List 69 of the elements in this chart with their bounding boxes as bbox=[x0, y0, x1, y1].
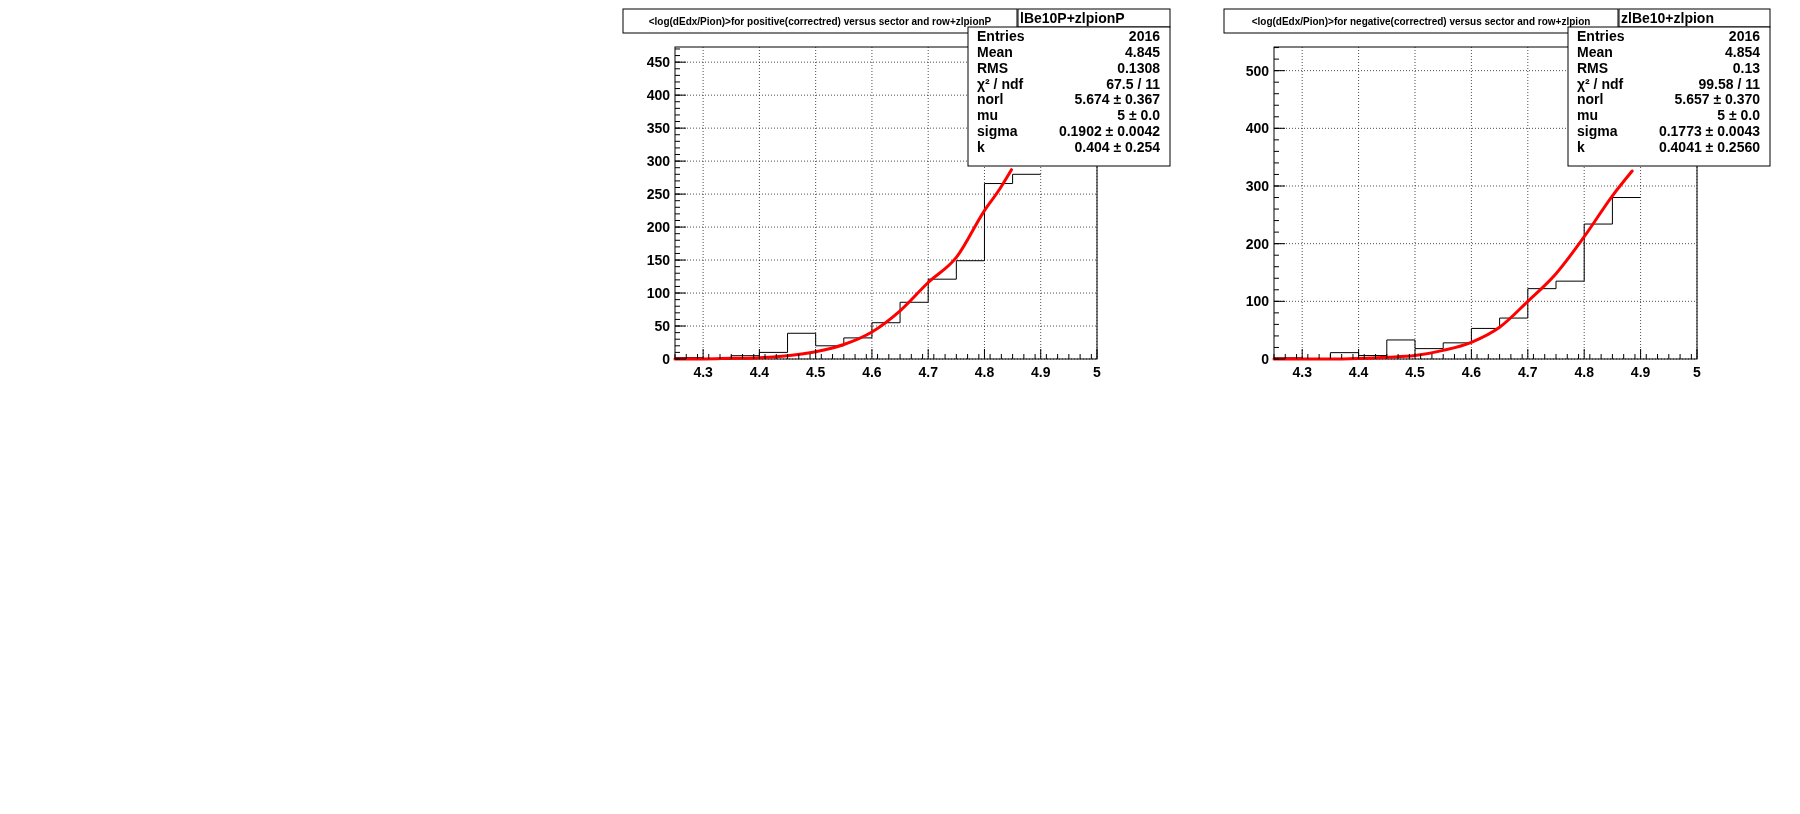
annotation: norl bbox=[1577, 91, 1604, 108]
annotation: mu bbox=[1577, 107, 1598, 124]
chart-subtitle: lBe10P+zlpionP bbox=[1020, 9, 1125, 26]
annotation: RMS bbox=[977, 59, 1009, 76]
x-tick-label: 4.3 bbox=[1292, 364, 1313, 380]
y-tick-label: 300 bbox=[646, 153, 671, 170]
x-tick-label: 4.6 bbox=[1461, 364, 1482, 380]
text: 5 ± 0.0 bbox=[1717, 107, 1761, 124]
x-tick-label: 4.8 bbox=[1574, 364, 1595, 380]
y-tick-label: 250 bbox=[646, 186, 671, 202]
y-tick-label: 50 bbox=[654, 317, 671, 334]
text: 0.1308 bbox=[1117, 59, 1161, 76]
text: 0.13 bbox=[1732, 59, 1761, 76]
x-tick-label: 5 bbox=[1693, 364, 1702, 380]
annotation: 5.674 ± 0.367 bbox=[1074, 91, 1161, 108]
text: 5 ± 0.0 bbox=[1117, 107, 1161, 124]
y-tick-label: 150 bbox=[646, 251, 671, 268]
x-tick-label: 4.9 bbox=[1031, 364, 1051, 380]
text: 99.58 / 11 bbox=[1698, 75, 1761, 92]
text: Entries bbox=[977, 27, 1025, 44]
annotation: sigma bbox=[1577, 123, 1618, 140]
annotation: sigma bbox=[977, 123, 1018, 140]
x-tick-label: 4.9 bbox=[1630, 364, 1651, 380]
annotation: 0.1902 ± 0.0042 bbox=[1058, 123, 1161, 140]
y-tick-label: 500 bbox=[1245, 62, 1270, 79]
y-tick-label: 400 bbox=[1245, 120, 1270, 137]
y-tick-label: 200 bbox=[646, 218, 671, 235]
annotation: Mean bbox=[977, 43, 1013, 60]
chart-title: <log(dEdx/Pion)>for negative(correctred) versus sector and row+zlpion bbox=[1251, 15, 1591, 27]
annotation: 0.1773 ± 0.0043 bbox=[1658, 123, 1761, 140]
x-tick-label: 4.5 bbox=[805, 364, 826, 380]
annotation: k bbox=[977, 139, 985, 156]
annotation: k bbox=[1577, 139, 1585, 156]
y-tick-label: 400 bbox=[646, 87, 671, 104]
x-tick-label: 4.4 bbox=[1348, 364, 1369, 380]
y-tick-label: 300 bbox=[1245, 177, 1270, 194]
x-tick-label: 5 bbox=[1093, 364, 1102, 380]
chart-subtitle: zlBe10+zlpion bbox=[1621, 9, 1714, 26]
annotation: Mean bbox=[1577, 43, 1613, 60]
annotation: χ² / ndf bbox=[1577, 75, 1624, 92]
annotation: mu bbox=[977, 107, 998, 124]
x-tick-label: 4.3 bbox=[693, 364, 714, 380]
y-tick-label: 350 bbox=[646, 120, 671, 137]
y-tick-label: 0 bbox=[662, 350, 671, 367]
chart-title: <log(dEdx/Pion)>for positive(correctred) versus sector and row+zlpionP bbox=[648, 15, 992, 27]
x-tick-label: 4.8 bbox=[974, 364, 995, 380]
x-tick-label: 4.5 bbox=[1405, 364, 1425, 380]
text: 4.854 bbox=[1724, 43, 1761, 60]
text: 67.5 / 11 bbox=[1106, 75, 1161, 92]
annotation: norl bbox=[977, 91, 1004, 108]
annotation: 0.404 ± 0.254 bbox=[1074, 139, 1161, 156]
x-tick-label: 4.7 bbox=[1518, 364, 1538, 380]
line-series bbox=[1272, 169, 1634, 361]
x-tick-label: 4.7 bbox=[918, 364, 939, 380]
y-tick-label: 100 bbox=[1245, 293, 1270, 310]
y-tick-label: 100 bbox=[646, 284, 671, 301]
annotation: χ² / ndf bbox=[977, 75, 1024, 92]
text: Entries bbox=[1577, 27, 1625, 44]
x-tick-label: 4.4 bbox=[749, 364, 770, 380]
annotation: 5.657 ± 0.370 bbox=[1674, 91, 1761, 108]
text: 2016 bbox=[1728, 27, 1761, 44]
annotation: RMS bbox=[1577, 59, 1609, 76]
annotation: 0.4041 ± 0.2560 bbox=[1658, 139, 1761, 156]
y-tick-label: 200 bbox=[1245, 235, 1270, 252]
text: 4.845 bbox=[1124, 43, 1161, 60]
text: 2016 bbox=[1128, 27, 1161, 44]
y-tick-label: 450 bbox=[646, 54, 671, 71]
x-tick-label: 4.6 bbox=[862, 364, 882, 380]
y-tick-label: 0 bbox=[1261, 350, 1270, 367]
